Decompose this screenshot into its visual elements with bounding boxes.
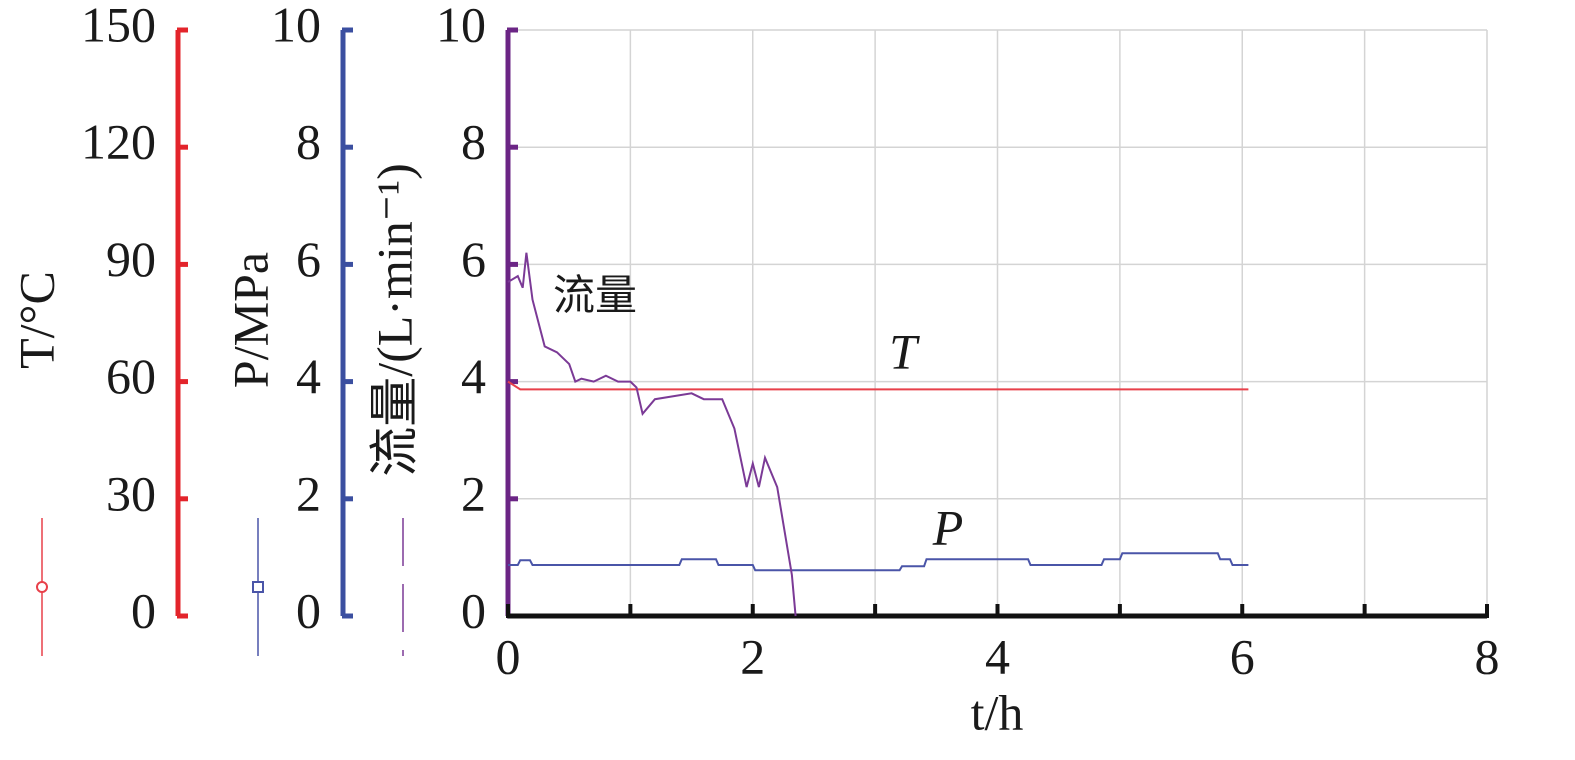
y-tick-label: 6 [296,231,321,287]
series-line [507,252,797,617]
series-line [507,380,1249,391]
y2-axis-title: P/MPa [222,252,278,388]
y-tick-label: 0 [461,582,486,638]
series-label: 流量 [553,274,637,320]
y-tick-label: 150 [81,0,156,52]
y-tick-label: 60 [106,348,156,404]
y-tick-label: 10 [436,0,486,52]
x-tick-label: 6 [1230,628,1255,684]
series-label: T [889,323,920,379]
x-tick-label: 4 [985,628,1010,684]
y-tick-label: 6 [461,231,486,287]
legend-marker-p [252,581,264,593]
x-axis-title: t/h [971,684,1024,740]
x-tick-label: 0 [496,628,521,684]
series-label: P [932,499,964,555]
y3-axis-title: T/°C [8,271,64,369]
y-axis-title: 流量/(L·min⁻¹) [366,163,422,477]
legend-marker-t [36,581,48,593]
y-tick-label: 0 [296,582,321,638]
y-tick-label: 90 [106,231,156,287]
x-tick-label: 8 [1475,628,1500,684]
y-tick-label: 10 [271,0,321,52]
y-tick-label: 0 [131,582,156,638]
y-tick-label: 4 [296,348,321,404]
y-tick-label: 8 [296,114,321,170]
y-tick-label: 30 [106,465,156,521]
series-line [508,552,1249,572]
y-tick-label: 2 [461,465,486,521]
y-tick-label: 8 [461,114,486,170]
x-tick-label: 2 [740,628,765,684]
y-tick-label: 120 [81,114,156,170]
y-tick-label: 4 [461,348,486,404]
y-tick-label: 2 [296,465,321,521]
